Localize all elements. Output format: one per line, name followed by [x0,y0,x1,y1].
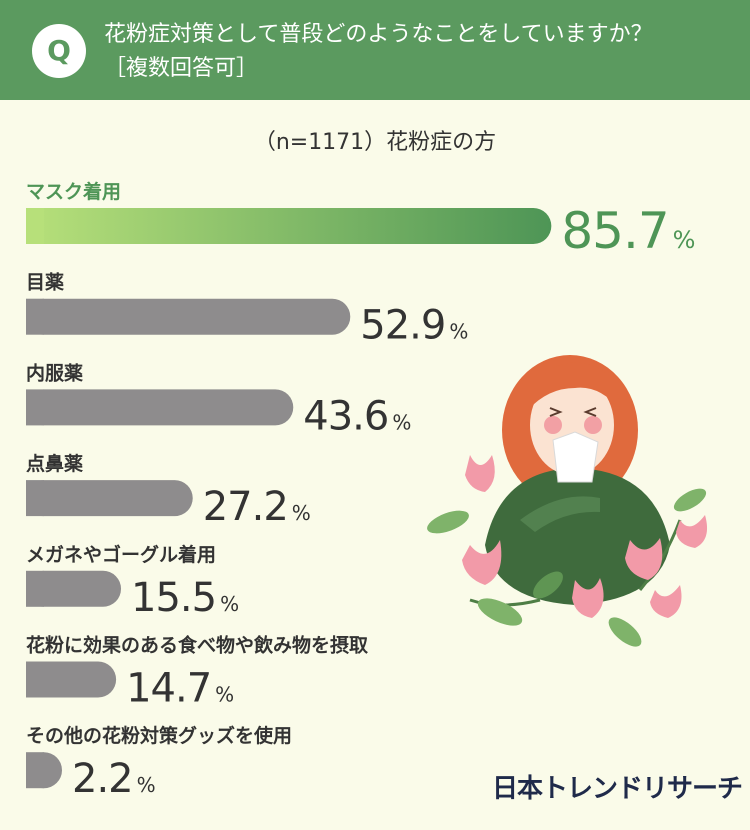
value-label: 14.7 [126,666,211,712]
bar [26,389,294,426]
bar-left-edge [26,752,44,789]
category-label: メガネやゴーグル着用 [26,543,216,566]
question-text: 花粉症対策として普段どのようなことをしていますか？ ［複数回答可］ [104,18,724,86]
brand-logo: 日本トレンドリサーチ [492,774,743,804]
bar-left-edge [26,661,44,698]
unit-label: % [673,226,696,254]
unit-label: % [215,683,234,707]
bangs-shape [528,362,620,410]
bar [26,661,117,698]
leaf-1 [427,510,469,534]
unit-label: % [449,320,468,344]
category-label: その他の花粉対策グッズを使用 [26,724,292,747]
bar [26,480,193,517]
cheek-left [544,416,562,434]
value-label: 85.7 [561,202,668,260]
sweater-shape [485,468,670,605]
flower-2 [462,540,502,585]
value-label: 43.6 [303,393,388,439]
vine-2 [638,519,682,591]
question-header: Q 花粉症対策として普段どのようなことをしていますか？ ［複数回答可］ [0,0,750,100]
value-label: 52.9 [360,303,445,349]
unit-label: % [392,410,411,434]
illustration [427,355,708,647]
question-line-2: ［複数回答可］ [104,56,259,81]
bar-left-edge [26,298,44,335]
arm-shape [520,496,600,532]
bar-left-edge [26,208,44,244]
value-label: 15.5 [131,575,216,621]
flower-5 [676,515,708,548]
flower-1 [465,455,495,492]
flower-6 [650,585,682,618]
unit-label: % [137,773,156,797]
bar [26,208,552,244]
leaf-5 [673,488,707,512]
eye-left [549,407,563,417]
q-badge: Q [32,24,86,78]
category-label: マスク着用 [26,180,121,203]
cheek-right [584,416,602,434]
bar-left-edge [26,570,44,607]
category-label: 点鼻薬 [26,452,83,475]
flower-3 [572,578,604,618]
value-label: 27.2 [203,484,288,530]
bar [26,570,122,607]
value-label: 2.2 [72,756,133,802]
leaf-4 [608,617,642,647]
category-label: 目薬 [26,271,64,294]
leaf-2 [477,598,523,626]
bar [26,298,351,335]
category-label: 内服薬 [26,361,83,384]
bar-left-edge [26,389,44,426]
bar-left-edge [26,480,44,517]
flower-4 [625,538,663,580]
unit-label: % [292,501,311,525]
eye-right [583,407,597,417]
unit-label: % [220,592,239,616]
category-label: 花粉に効果のある食べ物や飲み物を摂取 [26,634,368,657]
sample-size-subtitle: （n=1171）花粉症の方 [253,130,497,155]
leaf-3 [533,571,563,599]
question-line-1: 花粉症対策として普段どのようなことをしていますか？ [104,22,653,47]
tissue-shape [552,431,599,483]
